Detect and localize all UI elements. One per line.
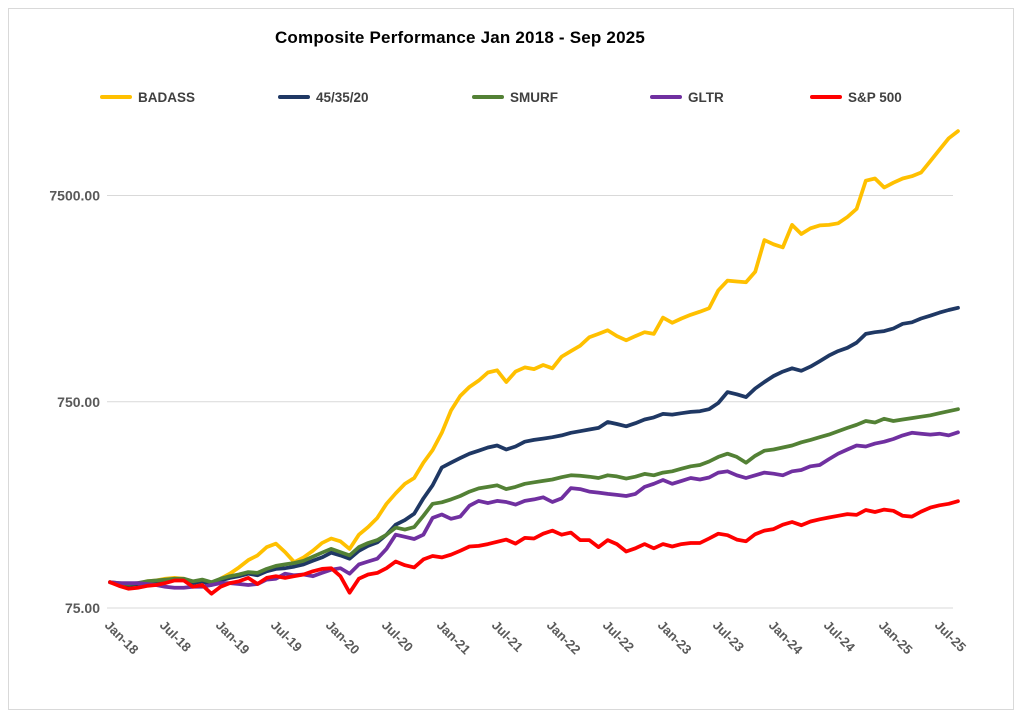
x-tick-jul-24: Jul-24 [821,618,859,656]
legend-swatch-sp500 [810,95,842,99]
legend-item-badass: BADASS [100,89,196,105]
legend-item-gltr: GLTR [650,89,724,105]
legend-label-smurf: SMURF [510,89,558,105]
y-tick-7500: 7500.00 [49,188,100,204]
x-tick-jan-18: Jan-18 [102,618,142,658]
series-line-s-p-500 [108,499,960,596]
series-line-smurf [108,407,960,586]
legend-swatch-45-35-20 [278,95,310,99]
legend-swatch-gltr [650,95,682,99]
x-tick-jan-21: Jan-21 [434,618,474,658]
legend-swatch-badass [100,95,132,99]
x-tick-jan-20: Jan-20 [323,618,363,658]
legend-item-smurf: SMURF [472,89,558,105]
y-tick-750: 750.00 [57,394,100,410]
y-tick-75: 75.00 [65,600,100,616]
x-tick-jul-18: Jul-18 [157,618,194,655]
x-tick-jul-23: Jul-23 [710,618,747,655]
x-tick-jan-24: Jan-24 [766,618,806,658]
series-line-badass [108,129,960,588]
legend-label-45-35-20: 45/35/20 [316,89,369,105]
x-axis-labels: Jan-18 Jul-18 Jan-19 Jul-19 Jan-20 Jul-2… [102,618,969,658]
x-tick-jul-22: Jul-22 [600,618,637,655]
legend-label-gltr: GLTR [688,89,724,105]
legend-item-45-35-20: 45/35/20 [278,89,369,105]
x-tick-jul-21: Jul-21 [489,618,526,655]
chart-title: Composite Performance Jan 2018 - Sep 202… [274,28,646,47]
legend-label-badass: BADASS [138,89,196,105]
series-layer [108,129,960,596]
series-line-gltr [108,430,960,590]
legend-item-sp500: S&P 500 [810,89,902,105]
x-tick-jan-23: Jan-23 [655,618,695,658]
legend-label-sp500: S&P 500 [848,89,902,105]
x-tick-jul-25: Jul-25 [932,618,969,655]
legend-swatch-smurf [472,95,504,99]
x-tick-jan-25: Jan-25 [876,618,916,658]
x-tick-jan-22: Jan-22 [544,618,584,658]
x-tick-jan-19: Jan-19 [213,618,253,658]
series-line-45-35-20 [108,305,960,587]
x-tick-jul-19: Jul-19 [268,618,305,655]
chart-border [8,8,1014,710]
x-tick-jul-20: Jul-20 [379,618,416,655]
